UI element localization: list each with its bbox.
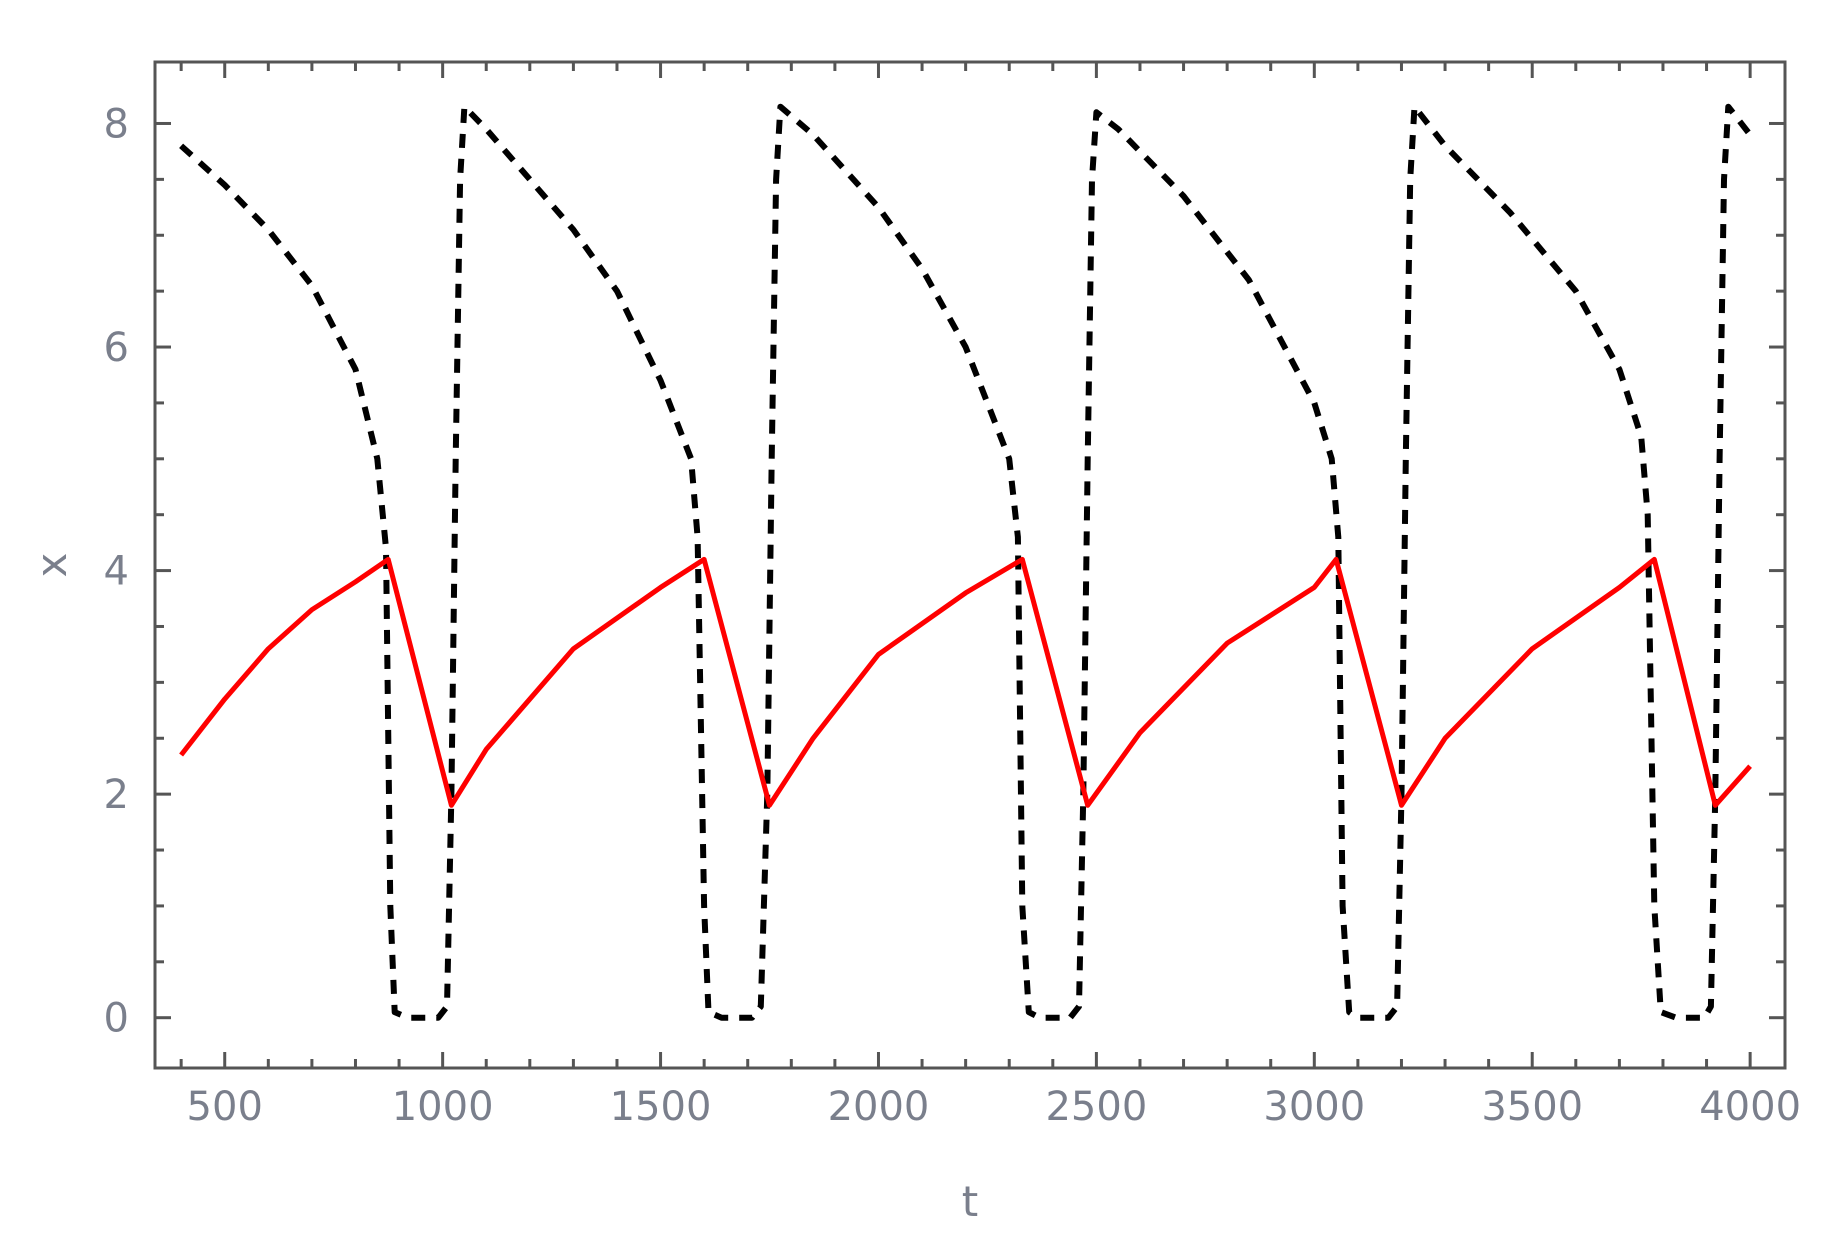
x-tick-label: 1500 — [610, 1084, 712, 1130]
series-dashed-line — [179, 103, 1753, 1021]
x-tick-label: 4000 — [1699, 1084, 1801, 1130]
x-tick-label: 2500 — [1045, 1084, 1147, 1130]
x-tick-label: 3000 — [1263, 1084, 1365, 1130]
y-tick-label: 0 — [104, 996, 129, 1042]
y-tick-label: 4 — [104, 549, 129, 595]
plot-frame — [153, 60, 1787, 1070]
x-tick-label: 3500 — [1481, 1084, 1583, 1130]
y-tick-label: 6 — [104, 325, 129, 371]
y-tick-label: 2 — [104, 772, 129, 818]
x-axis-label: t — [962, 1177, 978, 1226]
labels-layer: 500 1000 1500 2000 2500 3000 3500 4000 0 2 4 6 8 — [104, 101, 1801, 1130]
series-layer — [179, 103, 1753, 1021]
y-axis-label: x — [27, 553, 76, 578]
y-tick-label: 8 — [104, 101, 129, 147]
series-solid-line — [179, 556, 1752, 808]
x-tick-label: 500 — [187, 1084, 263, 1130]
x-tick-label: 1000 — [392, 1084, 494, 1130]
x-tick-label: 2000 — [828, 1084, 930, 1130]
